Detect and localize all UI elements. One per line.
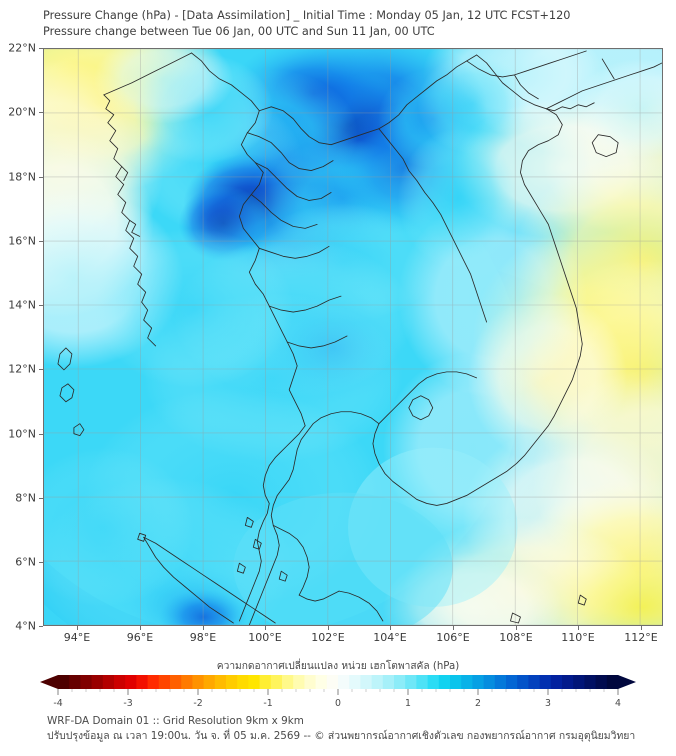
colorbar-tick-2: 2 — [475, 698, 481, 709]
footer-domain-info: WRF-DA Domain 01 :: Grid Resolution 9km … — [47, 714, 667, 729]
map-coastlines-layer — [57, 50, 662, 625]
x-axis-label-108e: 108°E — [499, 631, 533, 644]
colorbar-tick-3: 3 — [545, 698, 551, 709]
chart-title-block: Pressure Change (hPa) - [Data Assimilati… — [43, 8, 663, 39]
colorbar-tick-0: 0 — [335, 698, 341, 709]
y-tickmark — [39, 498, 43, 499]
x-tickmark — [328, 626, 329, 630]
y-tickmark — [39, 434, 43, 435]
x-axis-label-102e: 102°E — [311, 631, 345, 644]
x-tickmark — [453, 626, 454, 630]
colorbar-tick-1: 1 — [405, 698, 411, 709]
chart-title-line-1: Pressure Change (hPa) - [Data Assimilati… — [43, 9, 571, 22]
colorbar: ความกดอากาศเปลี่ยนแปลง หน่วย เฮกโตพาสคัล… — [0, 658, 676, 713]
colorbar-tick-4: 4 — [615, 698, 621, 709]
y-tickmark — [39, 177, 43, 178]
y-tickmark — [39, 626, 43, 627]
y-tickmark — [39, 241, 43, 242]
x-axis-label-100e: 100°E — [248, 631, 282, 644]
footer-credit: ปรับปรุงข้อมูล ณ เวลา 19:00น. วัน จ. ที่… — [47, 729, 667, 744]
y-axis-label-12n: 12°N — [8, 362, 36, 376]
y-tickmark — [39, 305, 43, 306]
x-tickmark — [578, 626, 579, 630]
x-axis-label-112e: 112°E — [624, 631, 658, 644]
y-axis-label-8n: 8°N — [15, 491, 36, 505]
colorbar-tick-neg4: -4 — [53, 698, 63, 709]
x-tickmark — [641, 626, 642, 630]
y-tickmark — [39, 48, 43, 49]
x-tickmark — [140, 626, 141, 630]
x-tickmark — [203, 626, 204, 630]
y-axis-label-20n: 20°N — [8, 105, 36, 119]
footer-line-2: ปรับปรุงข้อมูล ณ เวลา 19:00น. วัน จ. ที่… — [47, 730, 636, 742]
colorbar-title: ความกดอากาศเปลี่ยนแปลง หน่วย เฮกโตพาสคัล… — [216, 661, 460, 672]
x-axis-label-98e: 98°E — [189, 631, 217, 644]
x-axis-label-96e: 96°E — [126, 631, 154, 644]
x-tickmark — [77, 626, 78, 630]
x-axis-label-104e: 104°E — [373, 631, 407, 644]
chart-title-line-2: Pressure change between Tue 06 Jan, 00 U… — [43, 24, 435, 38]
y-tickmark — [39, 562, 43, 563]
colorbar-tick-neg1: -1 — [263, 698, 273, 709]
map-gridlines — [44, 49, 662, 625]
footer-line-1: WRF-DA Domain 01 :: Grid Resolution 9km … — [47, 715, 304, 727]
y-axis-label-22n: 22°N — [8, 41, 36, 55]
colorbar-tick-neg3: -3 — [123, 698, 133, 709]
x-tickmark — [516, 626, 517, 630]
y-axis-label-10n: 10°N — [8, 427, 36, 441]
x-axis-label-110e: 110°E — [561, 631, 595, 644]
map-plot-area — [43, 48, 663, 626]
colorbar-tick-neg2: -2 — [193, 698, 203, 709]
y-axis-label-6n: 6°N — [15, 555, 36, 569]
y-axis-label-16n: 16°N — [8, 234, 36, 248]
y-axis-label-4n: 4°N — [15, 619, 36, 633]
x-axis-label-106e: 106°E — [436, 631, 470, 644]
y-axis-label-14n: 14°N — [8, 298, 36, 312]
map-svg — [44, 49, 662, 625]
x-tickmark — [265, 626, 266, 630]
pressure-field-layer — [44, 49, 662, 625]
y-tickmark — [39, 369, 43, 370]
x-axis-label-94e: 94°E — [63, 631, 91, 644]
colorbar-gradient — [40, 675, 636, 695]
y-axis-label-18n: 18°N — [8, 170, 36, 184]
y-tickmark — [39, 112, 43, 113]
x-tickmark — [390, 626, 391, 630]
